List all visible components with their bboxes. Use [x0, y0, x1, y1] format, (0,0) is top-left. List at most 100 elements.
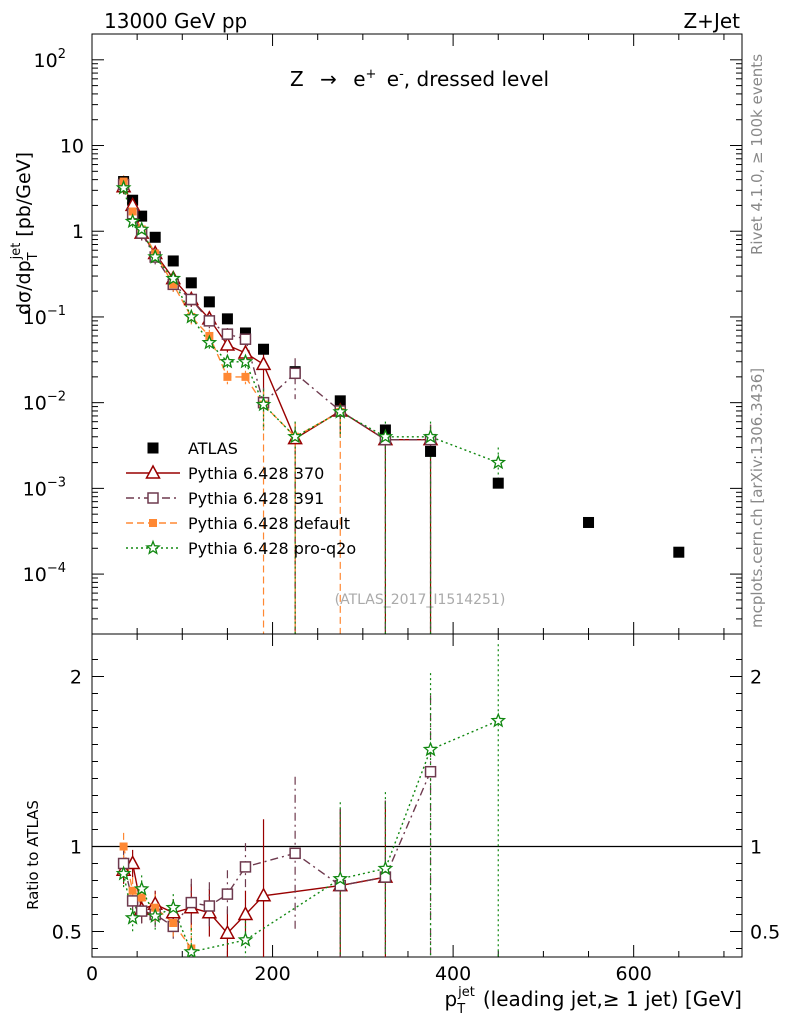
- ytick-label: 10−1: [23, 304, 66, 329]
- ratio-point: [239, 861, 252, 873]
- rivet-label: Rivet 4.1.0, ≥ 100k events: [748, 54, 766, 255]
- ratio-point: [201, 904, 218, 919]
- xlabel: pTjet (leading jet,≥ 1 jet) [GeV]: [445, 985, 743, 1017]
- ratio-point: [332, 870, 349, 886]
- legend-label: Pythia 6.428 default: [188, 514, 350, 533]
- xtick-label: 200: [254, 963, 290, 985]
- ratio-point: [119, 842, 128, 851]
- data-point: [147, 248, 164, 264]
- beam-label: 13000 GeV pp: [104, 9, 247, 33]
- legend-marker: [145, 464, 161, 479]
- data-point: [239, 327, 251, 339]
- data-point: [221, 313, 233, 325]
- ytick-label: 10: [60, 136, 84, 158]
- ratio-ytick-label-right: 2: [750, 667, 762, 689]
- legend-marker: [147, 492, 159, 504]
- ratio-point: [165, 899, 182, 915]
- ratio-point: [221, 888, 234, 900]
- ratio-point: [255, 887, 272, 902]
- data-point: [115, 179, 132, 195]
- ratio-point: [237, 931, 254, 947]
- data-point: [673, 546, 685, 558]
- data-point: [183, 308, 200, 324]
- ratio-ytick-label-right: 0.5: [750, 922, 780, 944]
- data-point: [237, 353, 254, 369]
- data-point: [185, 277, 197, 289]
- ratio-point: [185, 896, 198, 909]
- data-point: [136, 210, 148, 222]
- series-line: [122, 181, 341, 438]
- ytick-label: 10−3: [23, 475, 66, 500]
- ratio-point: [169, 919, 178, 927]
- ytick-label: 10−4: [23, 561, 66, 586]
- ratio-plot: 2 21 10.5 0.50 200 400 600: [52, 633, 780, 985]
- data-point: [221, 328, 234, 340]
- data-point: [287, 428, 304, 444]
- data-point: [201, 334, 218, 350]
- data-point: [258, 343, 270, 355]
- data-point: [583, 516, 595, 528]
- subtitle: Z → e+ e-, dressed level: [290, 59, 549, 91]
- ratio-point: [422, 741, 439, 757]
- ytick-label: 10−2: [23, 390, 66, 415]
- process-label: Z+Jet: [683, 9, 740, 33]
- ratio-point: [124, 854, 141, 870]
- data-point: [167, 255, 179, 267]
- ratio-point: [183, 943, 200, 957]
- ratio-point: [203, 900, 216, 912]
- ratio-point: [135, 905, 148, 917]
- series-line: [122, 187, 499, 464]
- ratio-point: [128, 886, 137, 895]
- xtick-label: 600: [616, 963, 652, 985]
- ratio-point: [133, 880, 150, 896]
- ratio-series-group: [115, 644, 507, 957]
- data-point: [255, 355, 272, 371]
- legend-label: Pythia 6.428 391: [188, 489, 324, 508]
- legend-marker: [147, 442, 159, 454]
- ratio-point: [115, 865, 132, 881]
- xtick-label: 400: [435, 963, 471, 985]
- ratio-point: [151, 903, 160, 912]
- data-point: [490, 454, 507, 470]
- data-point: [219, 336, 236, 351]
- legend-label: Pythia 6.428 370: [188, 464, 324, 483]
- data-point: [124, 213, 141, 229]
- xtick-label: 0: [86, 963, 98, 985]
- legend-label: ATLAS: [188, 439, 238, 458]
- data-point: [133, 221, 150, 237]
- legend-marker: [149, 519, 157, 527]
- main-plot: 102 10 1 10−1 10−2 10−3 10−4: [23, 33, 743, 635]
- series-line: [122, 186, 431, 441]
- ratio-point: [219, 924, 236, 939]
- ratio-point: [126, 895, 139, 907]
- data-point: [241, 372, 250, 381]
- ratio-point: [237, 905, 254, 921]
- data-point: [185, 293, 198, 306]
- ratio-point: [289, 847, 301, 860]
- data-point: [203, 315, 216, 327]
- mcplots-label: mcplots.cern.ch [arXiv:1306.3436]: [748, 368, 766, 628]
- ratio-point: [424, 765, 437, 778]
- analysis-watermark: (ATLAS_2017_I1514251): [335, 592, 506, 608]
- data-point: [203, 296, 215, 308]
- data-point: [149, 231, 161, 243]
- ratio-point: [490, 712, 507, 728]
- legend-marker: [145, 539, 161, 555]
- data-point: [492, 477, 504, 489]
- data-point: [422, 428, 439, 444]
- ratio-series-line: [122, 771, 432, 928]
- ylabel-ratio: Ratio to ATLAS: [24, 800, 42, 910]
- ratio-ytick-label-right: 1: [750, 837, 762, 859]
- data-point: [128, 207, 137, 216]
- data-point: [165, 270, 182, 286]
- data-point: [255, 396, 272, 412]
- ratio-ytick-label: 2: [70, 667, 82, 689]
- series-line: [122, 184, 431, 441]
- ratio-series-line: [123, 862, 386, 935]
- ratio-ytick-label: 1: [70, 837, 82, 859]
- data-point: [223, 372, 232, 381]
- ratio-point: [147, 907, 164, 923]
- data-point: [332, 403, 349, 419]
- ylabel-main: dσ/dpTjet[pb/GeV]: [9, 152, 41, 315]
